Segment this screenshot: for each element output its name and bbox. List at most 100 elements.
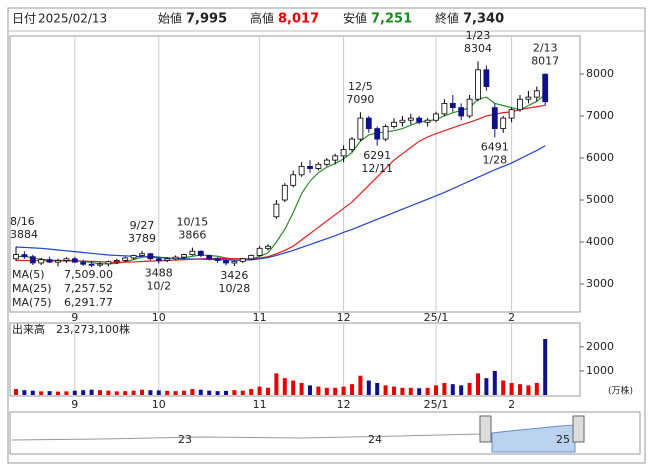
annotation-value: 3426: [220, 269, 248, 282]
candle-body: [298, 165, 305, 176]
navigator-label: 25: [556, 433, 570, 446]
x-tick-label: 12: [337, 398, 351, 411]
candle-body: [71, 258, 78, 263]
date: 2025/02/13: [38, 12, 107, 26]
candle-body: [223, 260, 229, 264]
volume-bar: [492, 370, 497, 395]
volume-bar: [198, 389, 203, 395]
volume-bar: [518, 384, 522, 395]
candle-body: [105, 261, 112, 265]
volume-bar: [509, 382, 514, 395]
candle-body: [214, 258, 221, 261]
candle-body: [21, 254, 28, 258]
annotation-value: 7090: [346, 93, 374, 106]
candle-body: [517, 98, 523, 111]
candle-body: [29, 256, 36, 264]
volume-bar: [442, 382, 447, 395]
legend-value: 7,509.00: [64, 268, 113, 281]
volume-bar: [165, 390, 170, 395]
volume-bar: [392, 386, 396, 395]
volume-bar: [266, 387, 270, 395]
x-tick-label: 9: [71, 398, 78, 411]
volume-bar: [291, 380, 296, 395]
x-tick-label: 2: [508, 398, 515, 411]
volume-title: 出来高 23,273,100株: [12, 322, 130, 336]
volume-bar: [207, 390, 212, 395]
candle-body: [155, 258, 162, 261]
volume-bar: [190, 388, 195, 395]
annotation-value: 3884: [10, 228, 38, 241]
annotation-value: 3866: [178, 229, 206, 242]
volume-bar: [123, 391, 128, 395]
x-tick-label: 10: [152, 311, 166, 324]
volume-bar: [501, 380, 506, 395]
candle-body: [391, 121, 397, 127]
candle-body: [449, 103, 456, 109]
candle-body: [458, 107, 465, 117]
date-label: 日付: [12, 12, 36, 26]
candle-body: [533, 90, 540, 98]
volume-bar: [324, 387, 329, 395]
volume-bar: [81, 390, 86, 395]
ma-line: [16, 104, 546, 263]
annotation-date: 9/27: [130, 219, 155, 232]
volume-bar: [30, 390, 35, 395]
annotation-date: 2/13: [533, 41, 558, 54]
annotation-date: 1/23: [466, 29, 491, 42]
ma-line: [15, 94, 546, 265]
candle-body: [63, 258, 70, 261]
annotation-value: 6291: [363, 149, 391, 162]
candle-body: [508, 109, 515, 119]
candle-body: [483, 69, 490, 88]
y-tick-label: 6000: [586, 151, 614, 164]
field-value: 8,017: [278, 12, 319, 27]
volume-bar: [47, 391, 52, 395]
volume-bar: [215, 391, 220, 395]
volume-bar: [148, 390, 153, 395]
candle-body: [265, 245, 271, 249]
candle-body: [542, 73, 549, 103]
y-axis-label: (万株): [608, 385, 633, 397]
field-value: 7,340: [463, 12, 504, 27]
legend-value: 7,257.52: [64, 282, 113, 295]
candle-body: [239, 258, 246, 262]
candle-body: [416, 117, 423, 123]
legend-value: 6,291.77: [64, 296, 113, 309]
candle-body: [130, 255, 137, 259]
x-tick-label: 11: [253, 398, 267, 411]
candle-body: [441, 103, 448, 115]
annotation-date: 12/5: [348, 80, 373, 93]
candle-body: [80, 261, 87, 265]
volume-bar: [89, 389, 94, 395]
x-tick-label: 11: [253, 311, 267, 324]
candle-body: [500, 117, 507, 130]
navigator-handle[interactable]: [479, 415, 492, 443]
volume-bar: [543, 338, 548, 395]
price-panel: [9, 35, 581, 313]
candle-body: [332, 155, 339, 161]
volume-bar: [64, 391, 69, 395]
candle-body: [13, 254, 19, 260]
y-tick-label: 2000: [586, 340, 614, 353]
volume-bar: [299, 382, 304, 395]
legend-box: [11, 267, 121, 311]
candle-body: [88, 263, 95, 266]
candle-body: [349, 138, 355, 151]
annotation-value: 3789: [128, 232, 156, 245]
y-tick-label: 8000: [586, 67, 614, 80]
volume-bar: [106, 390, 111, 395]
candle-body: [172, 256, 179, 260]
field-label: 安値: [343, 11, 367, 26]
candle-body: [273, 203, 280, 218]
volume-bar: [383, 385, 388, 395]
legend-name: MA(5): [12, 268, 45, 281]
navigator-handle[interactable]: [572, 415, 585, 443]
candle-body: [206, 255, 213, 260]
x-tick-label: 25/1: [424, 311, 449, 324]
volume-bar: [484, 378, 489, 395]
volume-bar: [476, 373, 480, 395]
field-value: 7,251: [371, 12, 412, 27]
candle-body: [181, 254, 187, 258]
candle-body: [38, 259, 45, 264]
